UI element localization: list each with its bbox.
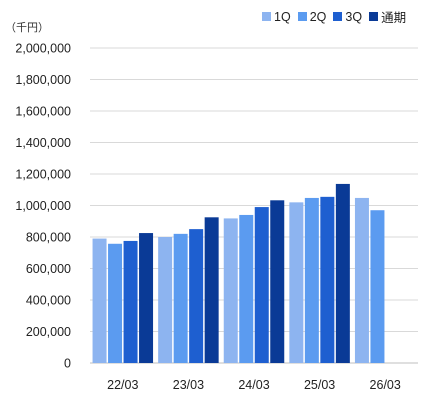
y-tick-label: 1,600,000 <box>15 105 71 119</box>
legend: 1Q 2Q 3Q 通期 <box>262 7 406 26</box>
bar-1Q-22/03 <box>92 238 107 363</box>
x-tick-label: 22/03 <box>107 378 138 392</box>
bar-3Q-25/03 <box>320 196 335 363</box>
legend-label-full-year: 通期 <box>381 11 407 25</box>
legend-label-1q: 1Q <box>274 9 291 24</box>
legend-swatch-2q <box>297 12 307 21</box>
bar-2Q-24/03 <box>239 214 254 363</box>
y-tick-label: 0 <box>64 357 71 371</box>
y-tick-label: 600,000 <box>26 262 71 276</box>
y-tick-label: 800,000 <box>26 231 71 245</box>
bar-通期-23/03 <box>204 217 219 363</box>
bar-2Q-23/03 <box>173 233 188 363</box>
bar-2Q-22/03 <box>108 243 123 363</box>
bar-通期-22/03 <box>139 233 154 363</box>
y-tick-label: 200,000 <box>26 325 71 339</box>
x-tick-label: 24/03 <box>238 378 269 392</box>
x-tick-label: 23/03 <box>173 378 204 392</box>
bar-3Q-24/03 <box>254 207 269 363</box>
y-tick-label: 1,400,000 <box>15 136 71 150</box>
x-tick-label: 26/03 <box>370 378 401 392</box>
bar-1Q-26/03 <box>354 197 369 363</box>
y-tick-label: 1,800,000 <box>15 73 71 87</box>
y-tick-label: 2,000,000 <box>15 42 71 56</box>
legend-swatch-3q <box>333 12 343 21</box>
legend-label-3q: 3Q <box>345 9 363 24</box>
bar-通期-24/03 <box>270 200 285 363</box>
legend-item-full-year: 通期 <box>369 7 406 26</box>
bar-3Q-23/03 <box>189 229 204 363</box>
y-tick-label: 1,200,000 <box>15 168 71 182</box>
legend-item-2q: 2Q <box>297 7 327 26</box>
bar-2Q-26/03 <box>370 210 385 363</box>
legend-item-3q: 3Q <box>333 7 362 26</box>
x-tick-label: 25/03 <box>304 378 335 392</box>
bar-3Q-22/03 <box>123 240 138 363</box>
y-tick-label: 400,000 <box>26 294 71 308</box>
y-unit-label: （千円） <box>5 22 49 34</box>
bar-1Q-25/03 <box>289 202 304 363</box>
legend-item-1q: 1Q <box>262 7 291 26</box>
bar-1Q-23/03 <box>158 237 173 363</box>
bar-2Q-25/03 <box>304 197 319 363</box>
legend-swatch-full-year <box>369 12 379 21</box>
bar-通期-25/03 <box>335 183 350 363</box>
legend-label-2q: 2Q <box>309 9 327 24</box>
y-tick-label: 1,000,000 <box>15 199 71 213</box>
bar-1Q-24/03 <box>223 218 238 363</box>
legend-swatch-1q <box>262 12 271 21</box>
